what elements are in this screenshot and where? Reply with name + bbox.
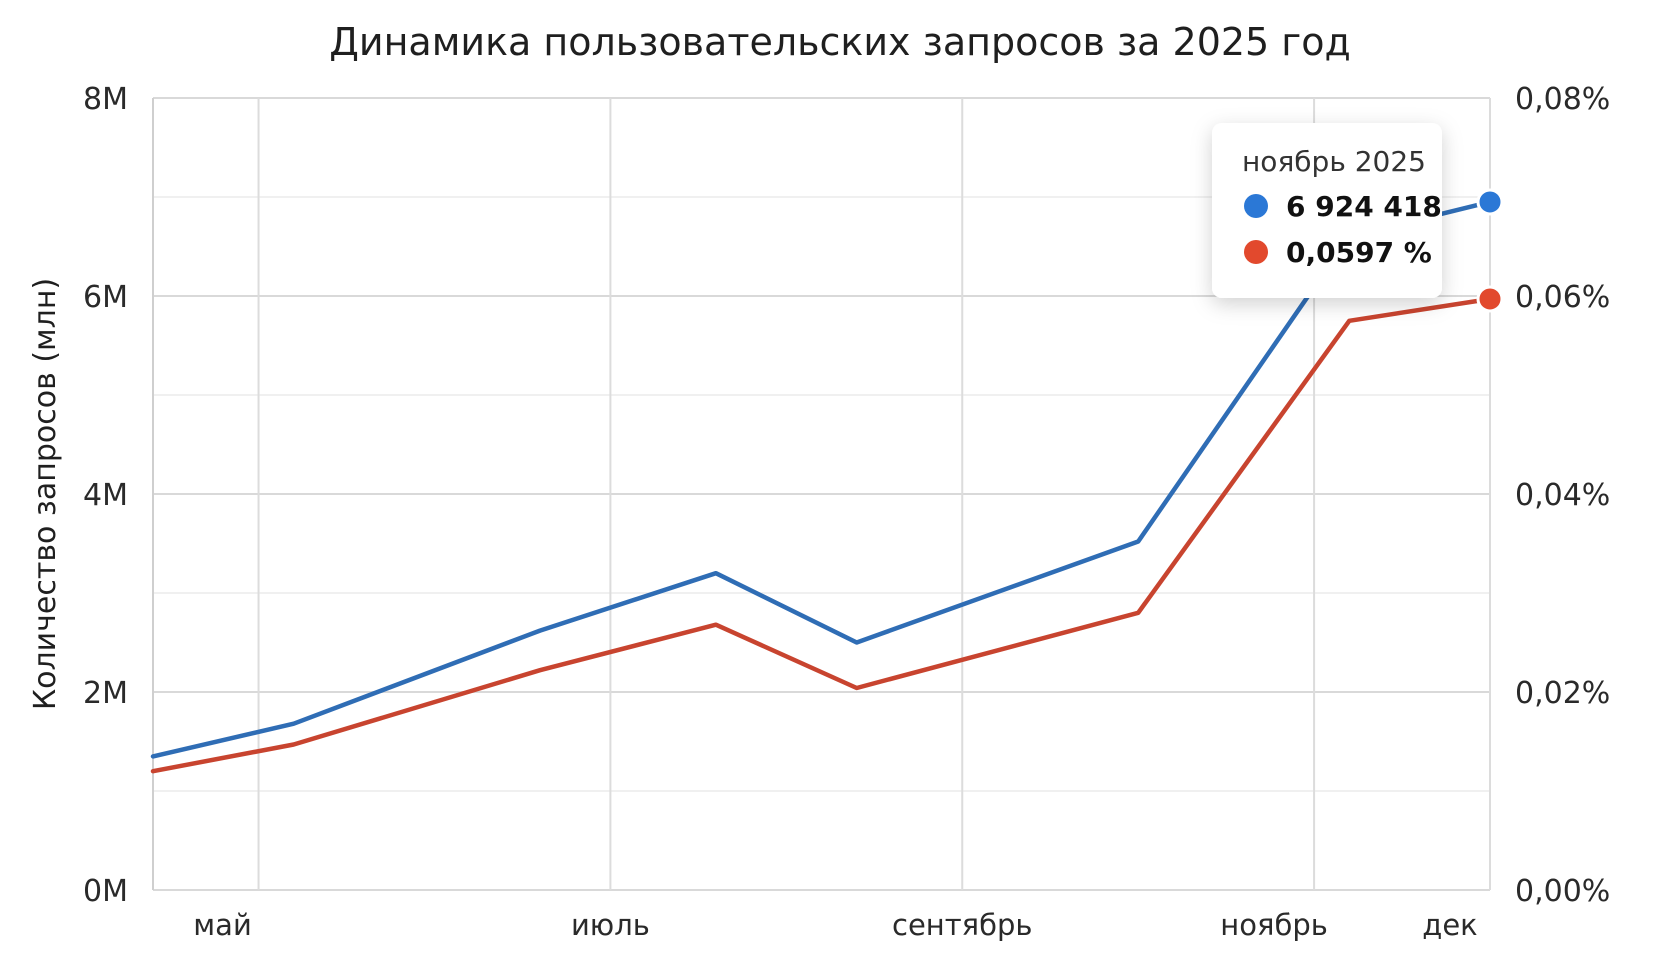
series-end-point-2[interactable]: [1476, 285, 1504, 313]
y-right-tick-label: 0,00%: [1515, 874, 1610, 909]
tooltip: ноябрь 2025 6 924 418 0,0597 %: [1212, 123, 1442, 298]
y-left-tick-label: 6M: [83, 280, 128, 315]
y-right-tick-label: 0,08%: [1515, 82, 1610, 117]
tooltip-swatch: [1244, 240, 1268, 264]
y-left-tick-label: 4M: [83, 478, 128, 513]
tooltip-value: 6 924 418: [1286, 190, 1442, 223]
y-right-tick-label: 0,04%: [1515, 478, 1610, 513]
x-tick-label: ноябрь: [1220, 908, 1328, 942]
tooltip-box: [1212, 123, 1442, 298]
chart-title: Динамика пользовательских запросов за 20…: [329, 20, 1351, 64]
y-right-tick-label: 0,06%: [1515, 280, 1610, 315]
series-line-2: [150, 296, 1493, 774]
series-end-point-1[interactable]: [1476, 188, 1504, 216]
tooltip-value: 0,0597 %: [1286, 236, 1432, 269]
axes: 0M 2M 4M 6M 8M 0,00% 0,02% 0,04% 0,06% 0,08% май ию…: [28, 82, 1610, 942]
x-tick-label: июль: [571, 908, 650, 942]
x-tick-label: май: [193, 908, 252, 942]
tooltip-title: ноябрь 2025: [1242, 145, 1426, 178]
y-axis-title: Количество запросов (млн): [28, 278, 63, 710]
x-tick-label: сентябрь: [892, 908, 1032, 942]
grid: [153, 97, 1491, 891]
x-tick-label: дек: [1422, 908, 1477, 942]
y-right-tick-label: 0,02%: [1515, 676, 1610, 711]
y-left-tick-label: 8M: [83, 82, 128, 117]
y-left-tick-label: 2M: [83, 676, 128, 711]
y-left-tick-label: 0M: [83, 874, 128, 909]
tooltip-swatch: [1244, 194, 1268, 218]
